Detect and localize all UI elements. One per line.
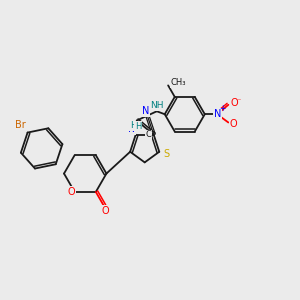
Text: N: N [142, 106, 150, 116]
Text: N: N [214, 109, 221, 118]
Text: CH₃: CH₃ [170, 78, 186, 87]
Text: +: + [219, 104, 226, 113]
Text: ⁻: ⁻ [236, 97, 241, 106]
Text: N: N [128, 124, 136, 134]
Text: Br: Br [15, 120, 26, 130]
Text: O: O [102, 206, 109, 216]
Text: C: C [146, 130, 151, 139]
Text: S: S [163, 149, 169, 159]
Text: O: O [67, 187, 75, 197]
Text: O: O [230, 119, 237, 129]
Text: O: O [230, 98, 238, 108]
Text: H: H [130, 121, 136, 130]
Text: NH: NH [150, 101, 164, 110]
Text: H: H [135, 122, 141, 131]
